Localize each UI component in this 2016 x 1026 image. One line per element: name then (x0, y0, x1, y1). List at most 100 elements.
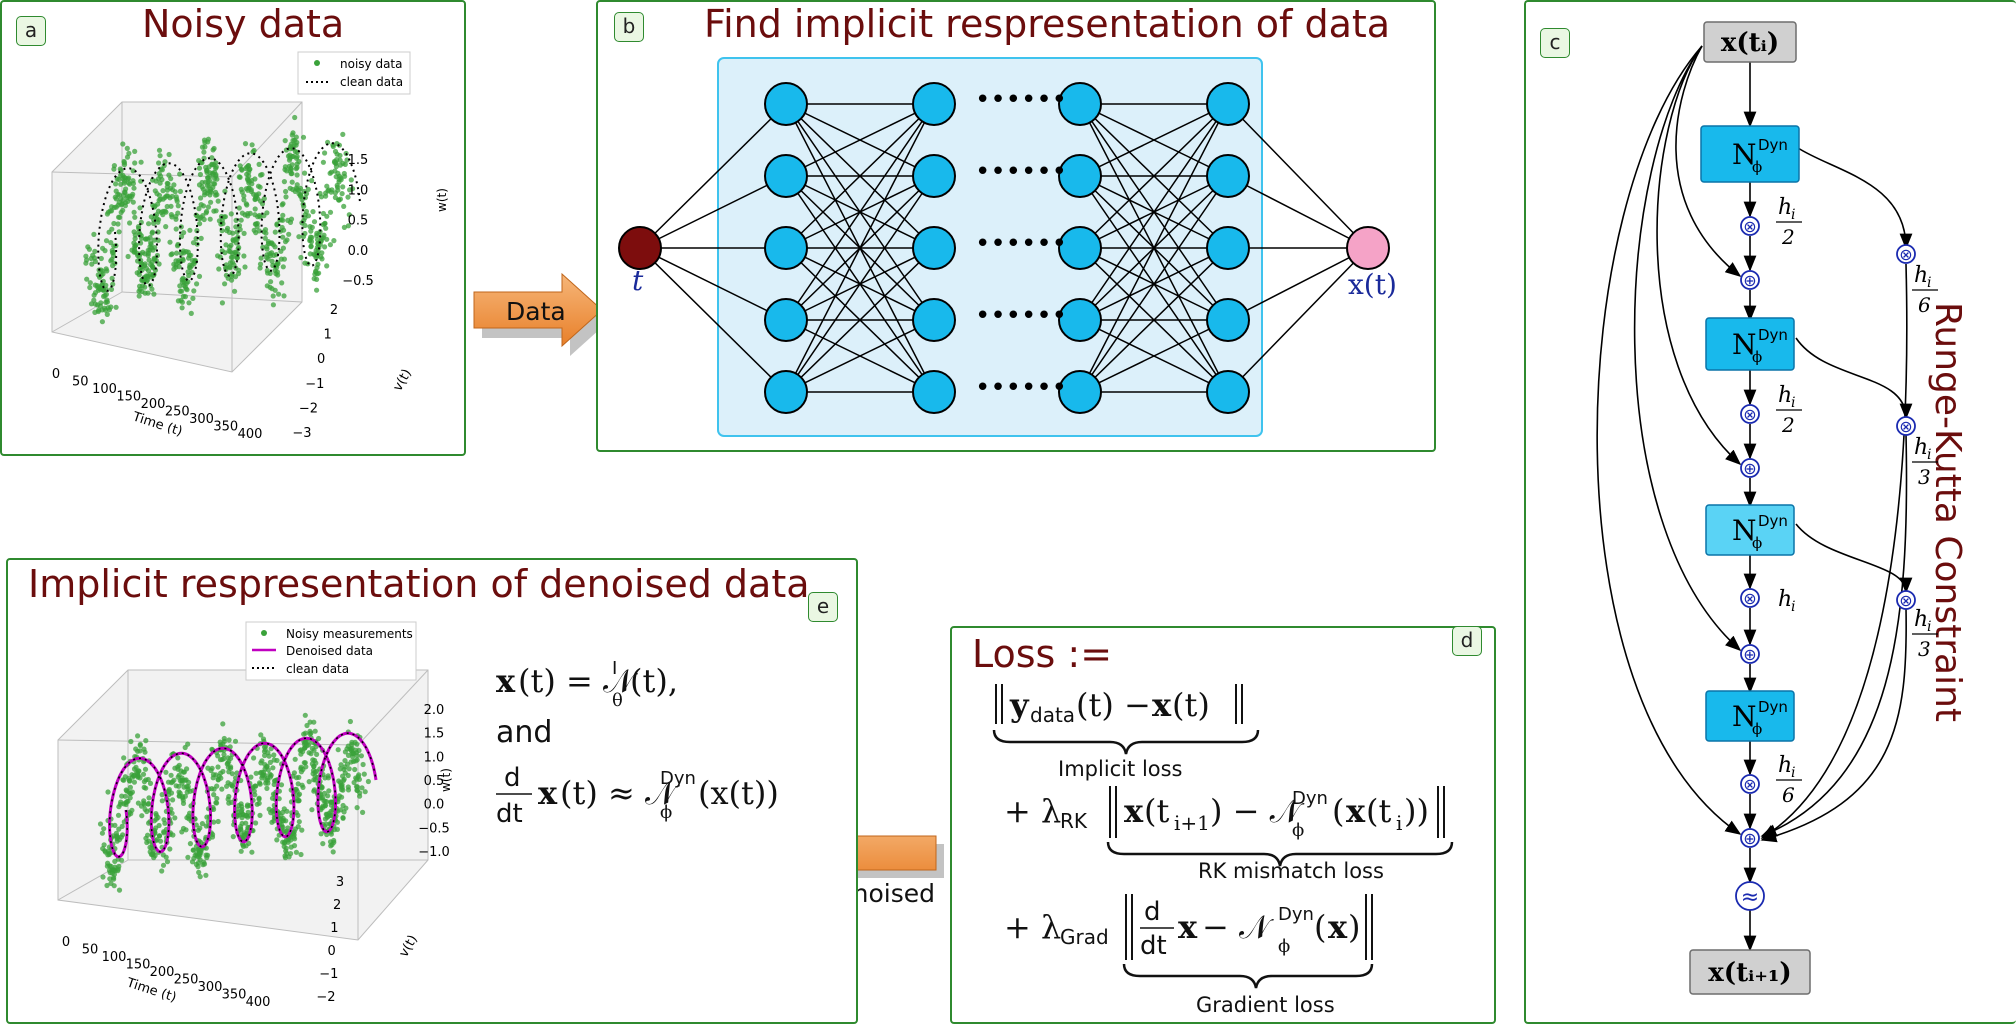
scatter-point (302, 222, 308, 229)
svg-text:i: i (1791, 765, 1795, 781)
scatter-point (190, 240, 197, 246)
scatter-point (284, 828, 290, 834)
panel-e-title: Implicit respresentation of denoised dat… (28, 562, 810, 606)
a-x-tick: 250 (165, 405, 190, 420)
scatter-point (153, 816, 159, 822)
svg-text:h: h (1778, 587, 1792, 612)
scatter-point (205, 136, 211, 142)
scatter-point (232, 288, 238, 294)
scatter-point (349, 739, 355, 745)
plus-op-1: ⊕ (1740, 270, 1760, 290)
scatter-point (345, 772, 351, 779)
a-z-tick: 1.0 (348, 183, 369, 198)
scatter-point (196, 206, 202, 212)
scatter-point (108, 240, 114, 246)
scatter-point (129, 789, 135, 795)
scatter-point (293, 134, 299, 140)
svg-text:d: d (1144, 897, 1161, 927)
scatter-point (92, 248, 98, 254)
scatter-point (135, 773, 141, 779)
scatter-point (153, 812, 159, 818)
scatter-point (124, 145, 130, 151)
scatter-point (253, 230, 259, 236)
scatter-point (135, 800, 141, 806)
svg-text:3: 3 (1918, 465, 1931, 489)
scatter-point (265, 239, 271, 245)
scatter-point (163, 209, 169, 215)
scatter-point (116, 229, 122, 235)
a-y-tick: 0 (317, 352, 325, 367)
scatter-point (326, 788, 332, 794)
scatter-point (185, 741, 191, 747)
svg-text:(t: (t (1366, 792, 1391, 830)
scatter-point (130, 199, 136, 205)
scatter-point (324, 236, 330, 242)
scatter-point (274, 757, 280, 764)
scatter-point (165, 181, 171, 187)
scatter-point (198, 235, 204, 241)
svg-text:(: ( (1314, 908, 1326, 946)
scatter-point (198, 195, 204, 201)
scatter-point (120, 141, 126, 147)
scatter-point (295, 792, 301, 798)
scatter-point (278, 217, 284, 223)
svg-text:h: h (1778, 383, 1792, 408)
scatter-point (283, 188, 289, 195)
scatter-point (306, 750, 312, 756)
scatter-point (223, 262, 229, 268)
scatter-point (337, 196, 343, 202)
frac-h-6-b: hi 6 (1912, 263, 1938, 317)
scatter-point (215, 764, 221, 770)
scatter-point (144, 277, 151, 283)
scatter-point (132, 248, 138, 255)
scatter-point (137, 205, 143, 211)
scatter-point (137, 741, 143, 747)
scatter-point (167, 239, 173, 245)
scatter-point (174, 196, 180, 202)
scatter-point (214, 783, 220, 789)
scatter-point (98, 255, 104, 262)
scatter-point (121, 755, 127, 761)
scatter-point (322, 244, 328, 250)
scatter-point (147, 780, 154, 786)
scatter-point (351, 779, 357, 786)
svg-text:⊗: ⊗ (1743, 589, 1756, 608)
panel-e-tag: e (808, 592, 838, 622)
scatter-point (353, 747, 359, 753)
e-x-tick: 100 (102, 950, 127, 965)
scatter-point (310, 757, 316, 763)
scatter-point (327, 812, 333, 818)
scatter-point (226, 229, 232, 235)
svg-text:) − 𝒩: ) − 𝒩 (1210, 792, 1305, 830)
scatter-point (211, 792, 217, 798)
scatter-point (300, 134, 307, 140)
derivative-equation: d dt x (t) ≈ 𝒩 Dyn ϕ (x(t)) (496, 763, 779, 829)
svg-text:ϕ: ϕ (1292, 820, 1304, 841)
scatter-point (301, 741, 307, 747)
svg-text:Dyn: Dyn (1278, 904, 1314, 925)
scatter-point (241, 193, 247, 199)
scatter-point (299, 782, 305, 788)
scatter-point (159, 868, 165, 874)
data-arrow-label: Data (506, 297, 566, 326)
scatter-point (280, 234, 286, 240)
hidden-neuron (1206, 226, 1250, 270)
scatter-point (321, 790, 328, 796)
net-symbol: N (1732, 138, 1757, 171)
scatter-point (203, 872, 209, 878)
h-label: hi (1778, 587, 1795, 615)
a-x-tick: 400 (238, 427, 263, 442)
e-z-tick: 0.0 (424, 798, 445, 813)
scatter-point (268, 279, 274, 285)
scatter-point (317, 229, 323, 235)
svg-text:Dyn: Dyn (1292, 788, 1328, 809)
svg-text:i+1: i+1 (1174, 811, 1210, 835)
scatter-point (228, 242, 234, 248)
scatter-point (274, 837, 280, 843)
hidden-neuron (912, 82, 956, 126)
scatter-point (146, 221, 152, 227)
scatter-point (175, 755, 181, 761)
scatter-point (281, 843, 287, 850)
output-neuron (1346, 226, 1390, 270)
